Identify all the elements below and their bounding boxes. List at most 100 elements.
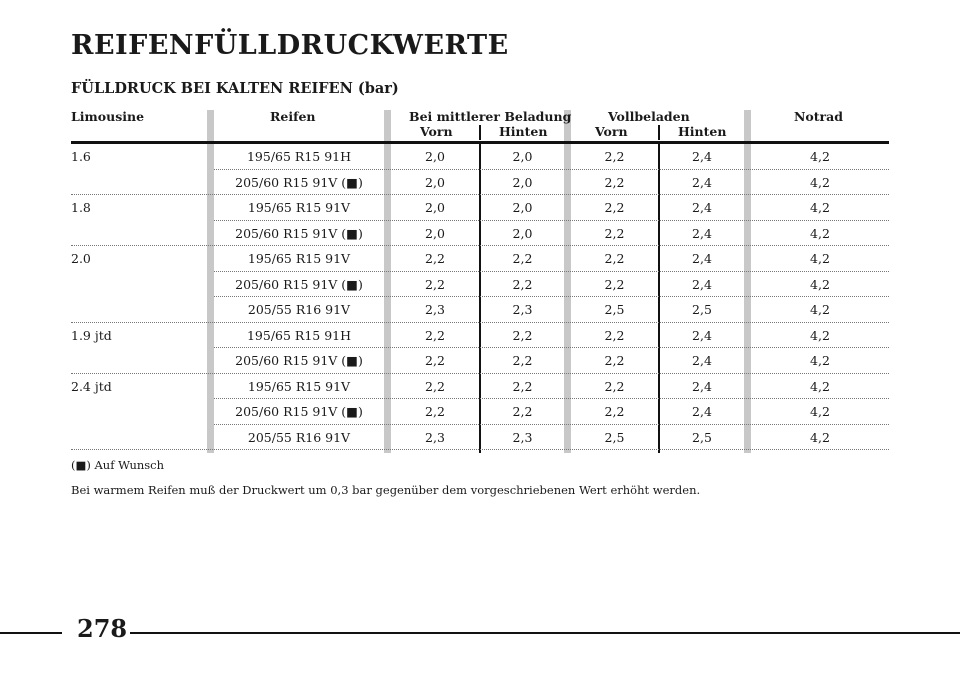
spare-cell: 4,2 <box>810 429 830 445</box>
column-divider <box>479 144 481 453</box>
full-rear-cell: 2,4 <box>692 353 712 368</box>
table-row: 1.6 195/65 R15 91H 2,0 2,0 2,2 2,4 4,2 <box>71 144 889 170</box>
tyre-cell: 195/65 R15 91V <box>247 251 351 266</box>
full-rear-cell: 2,4 <box>692 149 712 164</box>
header-limousine: Limousine <box>71 109 145 124</box>
spare-cell: 4,2 <box>810 276 830 292</box>
mid-rear-cell: 2,2 <box>512 353 533 368</box>
mid-rear-cell: 2,2 <box>512 378 533 394</box>
header-divider <box>658 125 660 140</box>
table-row: 2.4 jtd 195/65 R15 91V 2,2 2,2 2,2 2,4 4,2 <box>71 374 889 399</box>
warm-tyre-note: Bei warmem Reifen muß der Druckwert um 0… <box>71 483 701 497</box>
page-number: 278 <box>77 614 128 643</box>
table-row: 205/60 R15 91V (■) 2,2 2,2 2,2 2,4 4,2 <box>71 348 889 374</box>
mid-front-cell: 2,0 <box>425 149 445 164</box>
full-rear-cell: 2,5 <box>692 302 712 317</box>
mid-rear-cell: 2,0 <box>512 225 533 241</box>
header-notrad: Notrad <box>794 109 843 124</box>
full-front-cell: 2,2 <box>604 149 625 164</box>
mid-front-cell: 2,0 <box>425 200 445 215</box>
column-band <box>207 110 214 453</box>
header-reifen: Reifen <box>270 109 316 124</box>
table-row: 2.0 195/65 R15 91V 2,2 2,2 2,2 2,4 4,2 <box>71 246 889 272</box>
table-row: 205/60 R15 91V (■) 2,0 2,0 2,2 2,4 4,2 <box>71 170 889 195</box>
full-front-cell: 2,5 <box>604 429 625 445</box>
row-separator <box>214 270 889 272</box>
full-rear-cell: 2,4 <box>692 225 712 241</box>
column-band <box>384 110 391 453</box>
spare-cell: 4,2 <box>810 149 830 164</box>
mid-front-cell: 2,2 <box>425 327 445 343</box>
spare-cell: 4,2 <box>810 200 830 215</box>
full-front-cell: 2,2 <box>604 174 625 190</box>
mid-front-cell: 2,2 <box>425 378 445 394</box>
full-front-cell: 2,2 <box>604 200 625 215</box>
mid-rear-cell: 2,0 <box>512 174 533 190</box>
table-row: 205/60 R15 91V (■) 2,2 2,2 2,2 2,4 4,2 <box>71 399 889 425</box>
spare-cell: 4,2 <box>810 225 830 241</box>
mid-front-cell: 2,3 <box>425 302 445 317</box>
row-separator <box>71 321 889 323</box>
row-separator <box>214 347 889 348</box>
table-row: 1.8 195/65 R15 91V 2,0 2,0 2,2 2,4 4,2 <box>71 195 889 221</box>
full-rear-cell: 2,4 <box>692 200 712 215</box>
full-rear-cell: 2,4 <box>692 251 712 266</box>
model-cell: 1.8 <box>71 200 91 215</box>
table-row: 205/55 R16 91V 2,3 2,3 2,5 2,5 4,2 <box>71 425 889 450</box>
model-cell: 2.4 jtd <box>71 378 112 394</box>
footnote: (■) Auf Wunsch <box>71 458 165 472</box>
mid-front-cell: 2,0 <box>425 174 445 190</box>
header-vorn: Vorn <box>420 124 453 139</box>
tyre-cell: 195/65 R15 91V <box>247 200 351 215</box>
mid-rear-cell: 2,2 <box>512 251 533 266</box>
full-rear-cell: 2,4 <box>692 327 712 343</box>
footer-rule-left <box>0 632 62 634</box>
column-band <box>744 110 751 453</box>
mid-front-cell: 2,2 <box>425 276 445 292</box>
full-rear-cell: 2,4 <box>692 174 712 190</box>
tyre-cell: 205/60 R15 91V (■) <box>235 276 363 292</box>
full-front-cell: 2,2 <box>604 251 625 266</box>
tyre-cell: 205/60 R15 91V (■) <box>235 404 363 419</box>
table-row: 205/60 R15 91V (■) 2,2 2,2 2,2 2,4 4,2 <box>71 272 889 297</box>
mid-front-cell: 2,3 <box>425 429 445 445</box>
mid-rear-cell: 2,0 <box>512 149 533 164</box>
full-rear-cell: 2,4 <box>692 378 712 394</box>
row-separator <box>214 219 889 221</box>
spare-cell: 4,2 <box>810 302 830 317</box>
full-front-cell: 2,2 <box>604 276 625 292</box>
column-divider <box>658 144 660 453</box>
header-rule <box>71 141 889 144</box>
spare-cell: 4,2 <box>810 378 830 394</box>
full-rear-cell: 2,4 <box>692 404 712 419</box>
header-hinten: Hinten <box>678 124 727 139</box>
header-vorn: Vorn <box>595 124 628 139</box>
mid-front-cell: 2,0 <box>425 225 445 241</box>
full-front-cell: 2,2 <box>604 353 625 368</box>
table-row: 205/60 R15 91V (■) 2,0 2,0 2,2 2,4 4,2 <box>71 221 889 246</box>
full-front-cell: 2,2 <box>604 378 625 394</box>
full-front-cell: 2,2 <box>604 327 625 343</box>
spare-cell: 4,2 <box>810 251 830 266</box>
mid-rear-cell: 2,3 <box>512 302 533 317</box>
row-separator <box>71 372 889 374</box>
header-mittlere-beladung: Bei mittlerer Beladung <box>409 109 572 124</box>
full-front-cell: 2,2 <box>604 225 625 241</box>
spare-cell: 4,2 <box>810 404 830 419</box>
mid-front-cell: 2,2 <box>425 251 445 266</box>
column-band <box>564 110 571 453</box>
footer-rule-right <box>130 632 960 634</box>
row-separator <box>214 398 889 399</box>
full-rear-cell: 2,4 <box>692 276 712 292</box>
spare-cell: 4,2 <box>810 327 830 343</box>
tyre-cell: 205/55 R16 91V <box>247 429 351 445</box>
tyre-cell: 205/60 R15 91V (■) <box>235 225 363 241</box>
row-separator <box>214 423 889 425</box>
tyre-cell: 195/65 R15 91H <box>246 327 352 343</box>
mid-front-cell: 2,2 <box>425 353 445 368</box>
mid-rear-cell: 2,2 <box>512 276 533 292</box>
table-row: 1.9 jtd 195/65 R15 91H 2,2 2,2 2,2 2,4 4,2 <box>71 323 889 348</box>
row-separator <box>71 245 889 246</box>
mid-rear-cell: 2,3 <box>512 429 533 445</box>
spare-cell: 4,2 <box>810 174 830 190</box>
